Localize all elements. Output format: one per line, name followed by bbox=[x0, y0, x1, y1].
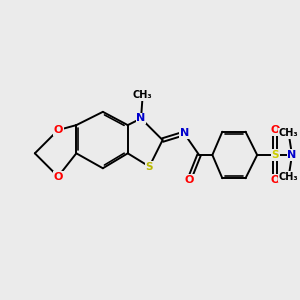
Text: O: O bbox=[53, 172, 63, 182]
Text: O: O bbox=[53, 125, 63, 135]
Text: CH₃: CH₃ bbox=[279, 128, 298, 138]
Text: CH₃: CH₃ bbox=[133, 90, 152, 100]
Text: S: S bbox=[272, 150, 279, 160]
Text: O: O bbox=[271, 175, 280, 185]
Text: N: N bbox=[136, 113, 146, 124]
Text: O: O bbox=[184, 175, 194, 185]
Text: S: S bbox=[146, 162, 153, 172]
Text: CH₃: CH₃ bbox=[279, 172, 298, 182]
Text: O: O bbox=[271, 125, 280, 135]
Text: N: N bbox=[179, 128, 189, 138]
Text: N: N bbox=[287, 150, 297, 160]
